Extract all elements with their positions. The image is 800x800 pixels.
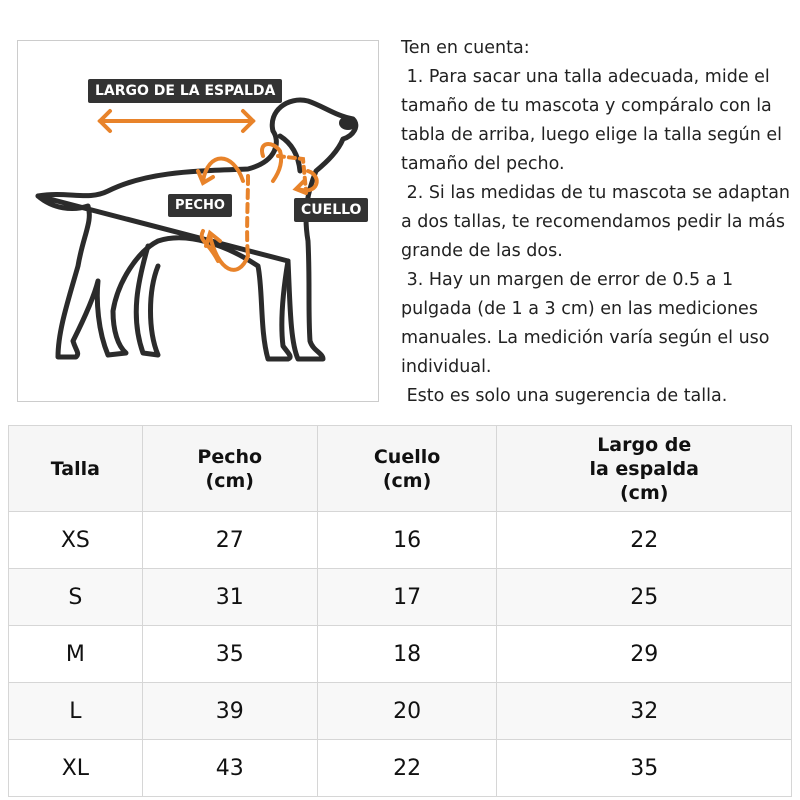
cell-size: L (8, 682, 143, 740)
header-chest: Pecho (cm) (141, 425, 318, 512)
cell-neck: 18 (316, 625, 498, 683)
table-row: XS 27 16 22 (8, 511, 792, 569)
note-line: Ten en cuenta: (401, 38, 530, 58)
cell-chest: 43 (141, 739, 318, 797)
cell-neck: 22 (316, 739, 498, 797)
cell-size: XL (8, 739, 143, 797)
note-line: a dos tallas, te recomendamos pedir la m… (401, 212, 785, 232)
cell-back-length: 35 (496, 739, 792, 797)
note-line: tamaño del pecho. (401, 154, 565, 174)
header-size: Talla (8, 425, 143, 512)
table-row: XL 43 22 35 (8, 739, 792, 797)
dog-illustration (35, 97, 359, 362)
cell-neck: 16 (316, 511, 498, 569)
table-row: L 39 20 32 (8, 682, 792, 740)
cell-chest: 31 (141, 568, 318, 626)
cell-chest: 27 (141, 511, 318, 569)
size-table: Talla Pecho (cm) Cuello (cm) Largo de la es… (8, 425, 792, 797)
cell-neck: 17 (316, 568, 498, 626)
cell-back-length: 25 (496, 568, 792, 626)
cell-back-length: 22 (496, 511, 792, 569)
table-row: S 31 17 25 (8, 568, 792, 626)
cell-back-length: 29 (496, 625, 792, 683)
cell-back-length: 32 (496, 682, 792, 740)
back-length-label: LARGO DE LA ESPALDA (88, 79, 283, 103)
note-line: tamaño de tu mascota y compáralo con la (401, 96, 772, 116)
note-line: pulgada (de 1 a 3 cm) en las mediciones (401, 299, 758, 319)
chest-label: PECHO (168, 194, 232, 217)
header-back-length: Largo de la espalda (cm) (496, 425, 792, 512)
table-header-row: Talla Pecho (cm) Cuello (cm) Largo de la es… (8, 425, 792, 512)
cell-chest: 39 (141, 682, 318, 740)
note-line: Esto es solo una sugerencia de talla. (401, 386, 728, 406)
dog-measurement-diagram: LARGO DE LA ESPALDA PECHO CUELLO (17, 40, 379, 402)
sizing-notes: Ten en cuenta: 1. Para sacar una talla a… (401, 34, 796, 411)
note-line: grande de las dos. (401, 241, 563, 261)
note-line: 3. Hay un margen de error de 0.5 a 1 (401, 270, 734, 290)
cell-chest: 35 (141, 625, 318, 683)
cell-size: M (8, 625, 143, 683)
note-line: manuales. La medición varía según el uso (401, 328, 770, 348)
note-line: 1. Para sacar una talla adecuada, mide e… (401, 67, 770, 87)
header-neck: Cuello (cm) (316, 425, 498, 512)
cell-neck: 20 (316, 682, 498, 740)
table-row: M 35 18 29 (8, 625, 792, 683)
note-line: tabla de arriba, luego elige la talla se… (401, 125, 783, 145)
cell-size: S (8, 568, 143, 626)
note-line: individual. (401, 357, 492, 377)
cell-size: XS (8, 511, 143, 569)
note-line: 2. Si las medidas de tu mascota se adapt… (401, 183, 791, 203)
neck-label: CUELLO (294, 198, 369, 222)
